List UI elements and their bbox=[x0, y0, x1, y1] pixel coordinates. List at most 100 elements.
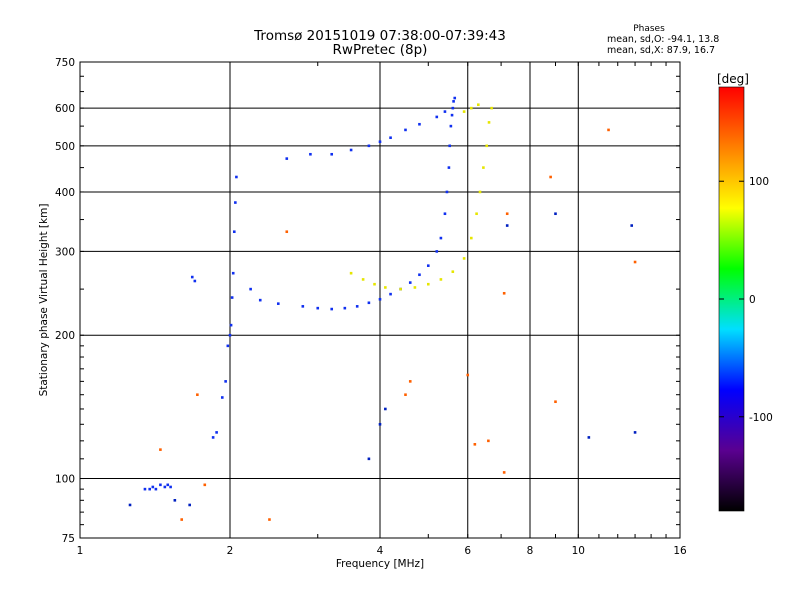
data-point bbox=[435, 250, 439, 253]
data-point bbox=[285, 157, 289, 160]
y-tick-label: 100 bbox=[55, 474, 75, 486]
data-point bbox=[445, 190, 449, 194]
data-point bbox=[482, 166, 485, 169]
chart-subtitle: RwPretec (8p) bbox=[333, 42, 428, 58]
data-point bbox=[230, 296, 234, 299]
data-point bbox=[633, 431, 637, 434]
data-point bbox=[220, 396, 224, 399]
data-point bbox=[143, 487, 147, 491]
y-tick-label: 600 bbox=[55, 103, 75, 115]
data-point bbox=[285, 230, 289, 234]
data-point bbox=[487, 121, 491, 124]
data-point bbox=[404, 393, 407, 397]
data-point bbox=[426, 264, 430, 267]
legend-o-mode: mean, sd,O: -94.1, 13.8 bbox=[607, 34, 719, 45]
grid-lines bbox=[80, 62, 680, 538]
x-tick-label: 8 bbox=[527, 545, 534, 557]
data-point bbox=[485, 144, 489, 148]
data-point bbox=[367, 457, 371, 461]
data-point bbox=[190, 275, 194, 279]
colorbar-tick-label: 0 bbox=[749, 294, 756, 306]
axis-ticks bbox=[79, 61, 681, 538]
data-point bbox=[180, 518, 184, 521]
data-point bbox=[470, 106, 473, 110]
data-point bbox=[316, 306, 320, 310]
y-tick-label: 400 bbox=[55, 187, 75, 199]
data-point bbox=[384, 286, 387, 289]
data-point bbox=[373, 282, 376, 286]
data-point bbox=[408, 281, 412, 284]
y-axis-label: Stationary phase Virtual Height [km] bbox=[38, 204, 50, 397]
data-point bbox=[361, 278, 365, 281]
data-point bbox=[349, 148, 353, 152]
data-point bbox=[451, 270, 455, 273]
data-point bbox=[224, 380, 227, 383]
data-point bbox=[276, 302, 280, 305]
data-point bbox=[229, 323, 233, 327]
data-point bbox=[554, 400, 557, 404]
x-tick-label: 10 bbox=[572, 545, 585, 557]
x-tick-label: 2 bbox=[227, 545, 234, 557]
data-point bbox=[148, 487, 152, 491]
data-point bbox=[426, 282, 430, 286]
data-point bbox=[355, 305, 359, 308]
data-point bbox=[443, 110, 447, 113]
data-point bbox=[418, 122, 421, 126]
data-points bbox=[128, 96, 637, 521]
data-point bbox=[408, 380, 412, 383]
x-tick-label: 6 bbox=[464, 545, 471, 557]
data-point bbox=[349, 271, 353, 275]
data-point bbox=[128, 503, 132, 507]
y-tick-label: 200 bbox=[55, 330, 75, 342]
legend-x-mode: mean, sd,X: 87.9, 16.7 bbox=[607, 45, 715, 56]
data-point bbox=[211, 436, 215, 439]
data-point bbox=[235, 175, 238, 179]
data-point bbox=[462, 257, 466, 260]
data-point bbox=[268, 518, 271, 521]
x-tick-label: 1 bbox=[77, 545, 84, 557]
y-tick-label: 500 bbox=[55, 141, 75, 153]
y-tick-labels: 75 100 200 300 400 500 600 750 bbox=[55, 57, 75, 545]
data-point bbox=[367, 144, 371, 148]
data-point bbox=[487, 439, 490, 443]
data-point bbox=[413, 286, 417, 289]
data-point bbox=[330, 152, 334, 156]
colorbar-tick-label: 100 bbox=[749, 176, 769, 188]
data-point bbox=[389, 292, 392, 296]
data-point bbox=[477, 103, 480, 107]
data-point bbox=[166, 483, 170, 487]
data-point bbox=[505, 224, 509, 227]
y-tick-label: 750 bbox=[55, 57, 75, 69]
data-point bbox=[462, 110, 466, 113]
data-point bbox=[384, 407, 387, 411]
x-tick-label: 16 bbox=[673, 545, 687, 557]
data-point bbox=[505, 212, 509, 216]
data-point bbox=[451, 106, 455, 110]
data-point bbox=[587, 436, 591, 439]
data-point bbox=[475, 212, 478, 216]
data-point bbox=[378, 422, 382, 426]
data-point bbox=[330, 307, 334, 311]
data-point bbox=[435, 115, 439, 119]
data-point bbox=[452, 100, 455, 103]
data-point bbox=[196, 393, 199, 397]
x-axis-label: Frequency [MHz] bbox=[336, 558, 424, 570]
data-point bbox=[193, 279, 197, 283]
data-point bbox=[309, 152, 312, 156]
data-point bbox=[203, 483, 207, 487]
data-point bbox=[188, 503, 191, 507]
colorbar-label: [deg] bbox=[717, 72, 749, 86]
data-point bbox=[301, 305, 305, 308]
data-point bbox=[399, 287, 402, 291]
data-point bbox=[234, 201, 237, 204]
data-point bbox=[633, 260, 637, 264]
data-point bbox=[418, 273, 421, 277]
data-point bbox=[473, 443, 477, 446]
data-point bbox=[154, 487, 158, 491]
data-point bbox=[169, 485, 172, 489]
data-point bbox=[502, 291, 506, 295]
chart-title: Tromsø 20151019 07:38:00-07:39:43 bbox=[253, 28, 506, 44]
colorbar-tick-label: -100 bbox=[749, 412, 773, 424]
data-point bbox=[630, 224, 634, 227]
